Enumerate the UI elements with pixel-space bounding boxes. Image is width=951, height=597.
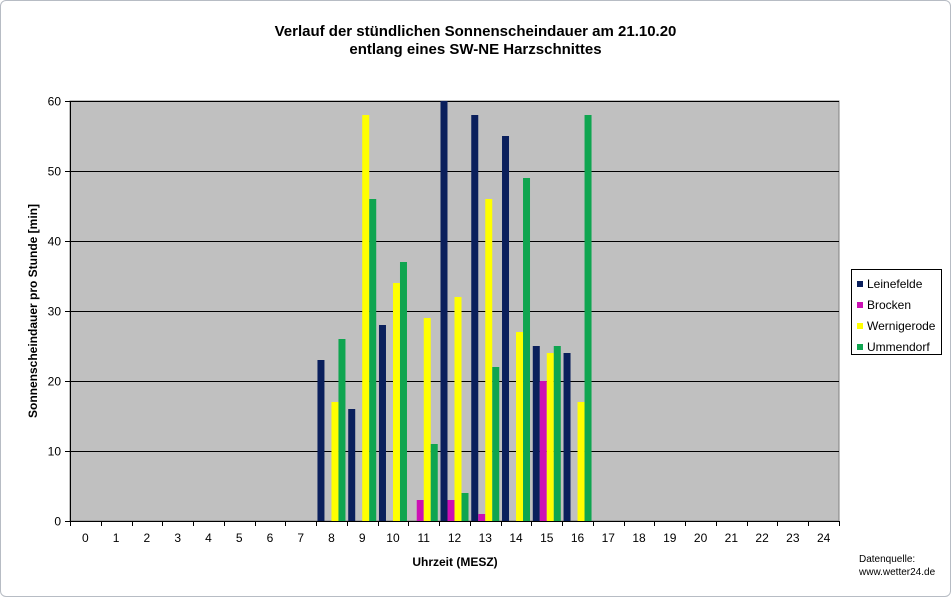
bar-ummendorf-13 xyxy=(492,367,500,521)
x-tick-label: 16 xyxy=(571,531,585,545)
x-tick-label: 12 xyxy=(448,531,462,545)
legend-label: Leinefelde xyxy=(867,276,923,291)
x-tick-label: 3 xyxy=(174,531,181,545)
x-tick-label: 18 xyxy=(632,531,646,545)
bar-ummendorf-8 xyxy=(338,339,346,521)
bar-ummendorf-12 xyxy=(461,493,469,521)
x-tick-label: 5 xyxy=(236,531,243,545)
legend-item-ummendorf: Ummendorf xyxy=(857,336,941,357)
legend-swatch xyxy=(857,322,863,329)
bar-leinefelde-9 xyxy=(348,409,356,521)
x-tick-label: 24 xyxy=(817,531,831,545)
y-tick-label: 20 xyxy=(48,375,62,389)
bar-leinefelde-15 xyxy=(532,346,540,521)
x-tick-label: 23 xyxy=(786,531,800,545)
bar-ummendorf-11 xyxy=(430,444,438,521)
y-tick-label: 50 xyxy=(48,165,62,179)
legend-item-leinefelde: Leinefelde xyxy=(857,273,941,294)
legend-swatch xyxy=(857,301,863,308)
x-axis-label-text: Uhrzeit (MESZ) xyxy=(412,555,498,569)
bar-wernigerode-15 xyxy=(546,353,554,521)
x-tick-label: 9 xyxy=(359,531,366,545)
bar-wernigerode-16 xyxy=(577,402,585,521)
chart-title: Verlauf der stündlichen Sonnenscheindaue… xyxy=(274,23,677,40)
source-label: Datenquelle: xyxy=(859,554,916,565)
x-tick-label: 15 xyxy=(540,531,554,545)
x-tick-label: 0 xyxy=(82,531,89,545)
bar-wernigerode-10 xyxy=(392,283,400,521)
legend-label: Brocken xyxy=(867,297,912,312)
legend-item-brocken: Brocken xyxy=(857,294,941,315)
x-tick-label: 14 xyxy=(509,531,523,545)
y-tick-label: 0 xyxy=(54,515,61,529)
bar-ummendorf-9 xyxy=(369,199,377,521)
x-tick-label: 21 xyxy=(725,531,739,545)
bar-ummendorf-14 xyxy=(523,178,531,521)
x-tick-label: 20 xyxy=(694,531,708,545)
legend-item-wernigerode: Wernigerode xyxy=(857,315,941,336)
x-tick-label: 10 xyxy=(386,531,400,545)
bar-brocken-13 xyxy=(478,514,486,521)
bar-wernigerode-14 xyxy=(516,332,524,521)
x-tick-label: 4 xyxy=(205,531,212,545)
bar-brocken-11 xyxy=(416,500,424,521)
x-tick-label: 8 xyxy=(328,531,335,545)
x-tick-label: 19 xyxy=(663,531,677,545)
y-tick-label: 40 xyxy=(48,235,62,249)
source-url: www.wetter24.de xyxy=(859,567,936,578)
bar-leinefelde-14 xyxy=(502,136,510,521)
x-tick-label: 13 xyxy=(479,531,493,545)
chart-legend: Leinefelde Brocken Wernigerode Ummendorf xyxy=(851,269,942,355)
x-tick-label: 6 xyxy=(267,531,274,545)
x-tick-label: 2 xyxy=(144,531,151,545)
x-tick-label: 1 xyxy=(113,531,120,545)
bar-wernigerode-11 xyxy=(423,318,431,521)
bar-leinefelde-13 xyxy=(471,115,479,521)
x-tick-label: 22 xyxy=(755,531,769,545)
bar-ummendorf-15 xyxy=(553,346,561,521)
x-tick-label: 7 xyxy=(297,531,304,545)
bar-leinefelde-16 xyxy=(563,353,571,521)
bar-brocken-15 xyxy=(539,381,547,521)
legend-swatch xyxy=(857,343,863,350)
legend-label: Wernigerode xyxy=(867,318,936,333)
x-tick-label: 11 xyxy=(418,531,431,545)
bar-leinefelde-8 xyxy=(317,360,325,521)
legend-swatch xyxy=(857,280,863,287)
bar-wernigerode-9 xyxy=(362,115,370,521)
y-tick-label: 30 xyxy=(48,305,62,319)
bar-wernigerode-8 xyxy=(331,402,339,521)
bar-wernigerode-12 xyxy=(454,297,462,521)
bar-leinefelde-12 xyxy=(440,101,448,521)
bar-ummendorf-10 xyxy=(399,262,407,521)
bar-brocken-12 xyxy=(447,500,455,521)
y-tick-label: 10 xyxy=(48,445,62,459)
y-tick-label: 60 xyxy=(48,95,62,109)
chart-subtitle: entlang eines SW-NE Harzschnittes xyxy=(349,41,602,58)
x-tick-label: 17 xyxy=(602,531,616,545)
y-axis-label: Sonnenscheindauer pro Stunde [min] xyxy=(26,203,40,419)
bar-ummendorf-16 xyxy=(584,115,592,521)
legend-label: Ummendorf xyxy=(867,339,930,354)
bar-leinefelde-10 xyxy=(378,325,386,521)
data-source: Datenquelle: www.wetter24.de xyxy=(859,553,935,579)
bar-wernigerode-13 xyxy=(485,199,493,521)
